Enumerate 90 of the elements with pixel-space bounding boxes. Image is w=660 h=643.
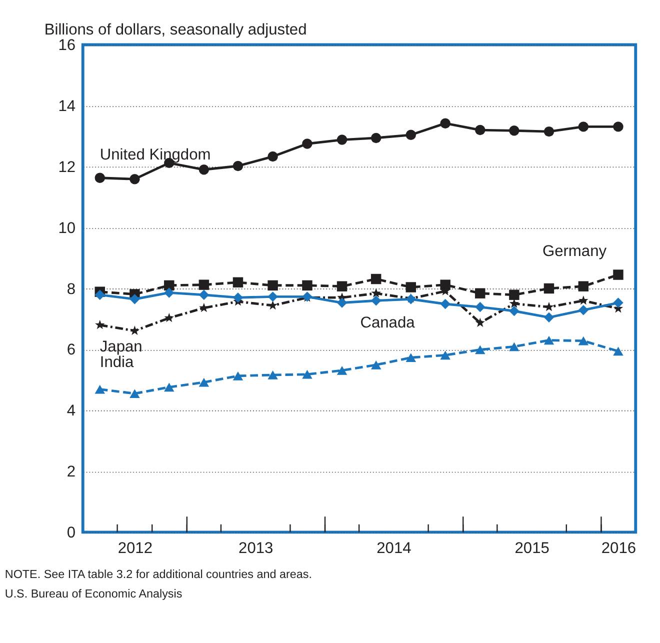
- point: [94, 384, 106, 394]
- point: [198, 378, 210, 387]
- y-tick-label: 6: [66, 342, 76, 359]
- point: [613, 122, 624, 132]
- point: [268, 300, 278, 310]
- point: [164, 288, 174, 298]
- point: [509, 342, 520, 352]
- text: NOTE. See ITA table 3.2 for additional countries and areas.: [4, 568, 312, 581]
- point: [406, 130, 416, 140]
- series-label: United Kingdom: [100, 146, 211, 164]
- point: [613, 298, 624, 308]
- point: [302, 370, 312, 379]
- point: [268, 280, 278, 291]
- point: [475, 318, 485, 328]
- point: [94, 290, 106, 300]
- point: [371, 288, 381, 298]
- point: [406, 353, 416, 362]
- point: [130, 174, 140, 184]
- point: [302, 280, 312, 291]
- point: [613, 270, 624, 280]
- series-label: Japan: [100, 338, 142, 356]
- point: [268, 292, 278, 302]
- y-tick-label: 2: [66, 464, 76, 481]
- point: [475, 124, 486, 136]
- series-label: India: [100, 354, 134, 371]
- point: [440, 298, 450, 310]
- point: [130, 326, 140, 335]
- point: [370, 274, 382, 284]
- y-tick-label: 16: [58, 37, 76, 54]
- point: [475, 288, 486, 298]
- y-tick-label: 12: [58, 158, 76, 176]
- point: [94, 172, 106, 183]
- point: [440, 280, 450, 290]
- point: [164, 382, 174, 392]
- point: [544, 312, 554, 323]
- text: U.S. Bureau of Economic Analysis: [4, 587, 182, 600]
- point: [130, 294, 140, 304]
- point: [509, 306, 520, 316]
- point: [544, 283, 554, 294]
- point: [509, 126, 520, 136]
- point: [199, 302, 209, 312]
- point: [440, 350, 450, 360]
- point: [613, 346, 624, 356]
- point: [578, 304, 589, 316]
- point: [232, 277, 244, 288]
- point: [232, 371, 244, 380]
- point: [544, 126, 554, 137]
- point: [578, 281, 589, 292]
- point: [336, 281, 348, 292]
- point: [302, 138, 312, 149]
- point: [336, 298, 348, 308]
- point: [164, 312, 174, 322]
- point: [336, 134, 348, 145]
- point: [475, 345, 486, 354]
- x-tick-label: 2014: [376, 540, 412, 558]
- series-label: Germany: [542, 243, 607, 260]
- point: [130, 389, 140, 398]
- point: [578, 296, 588, 305]
- point: [578, 122, 589, 132]
- y-tick-label: 14: [58, 98, 76, 116]
- point: [336, 366, 348, 375]
- series-label: Canada: [360, 314, 416, 332]
- y-tick-label: 8: [66, 280, 76, 298]
- x-tick-label: 2015: [514, 540, 550, 558]
- point: [370, 296, 382, 306]
- point: [268, 370, 278, 380]
- point: [544, 302, 554, 312]
- point: [406, 282, 416, 292]
- point: [475, 302, 486, 312]
- y-tick-label: 4: [66, 402, 76, 420]
- point: [578, 336, 589, 346]
- x-tick-label: 2016: [601, 540, 636, 558]
- point: [198, 164, 210, 175]
- point: [232, 160, 244, 172]
- point: [440, 118, 450, 128]
- y-axis-title: Billions of dollars, seasonally adjusted: [44, 21, 307, 38]
- point: [370, 360, 382, 370]
- point: [509, 298, 520, 308]
- point: [268, 151, 278, 162]
- point: [95, 320, 105, 330]
- y-tick-label: 0: [66, 524, 76, 542]
- point: [232, 292, 244, 303]
- point: [544, 336, 554, 345]
- point: [198, 290, 210, 300]
- point: [370, 132, 382, 144]
- x-tick-label: 2012: [118, 540, 153, 558]
- x-tick-label: 2013: [238, 540, 274, 558]
- y-tick-label: 10: [58, 220, 76, 237]
- point: [198, 280, 210, 290]
- point: [509, 290, 520, 300]
